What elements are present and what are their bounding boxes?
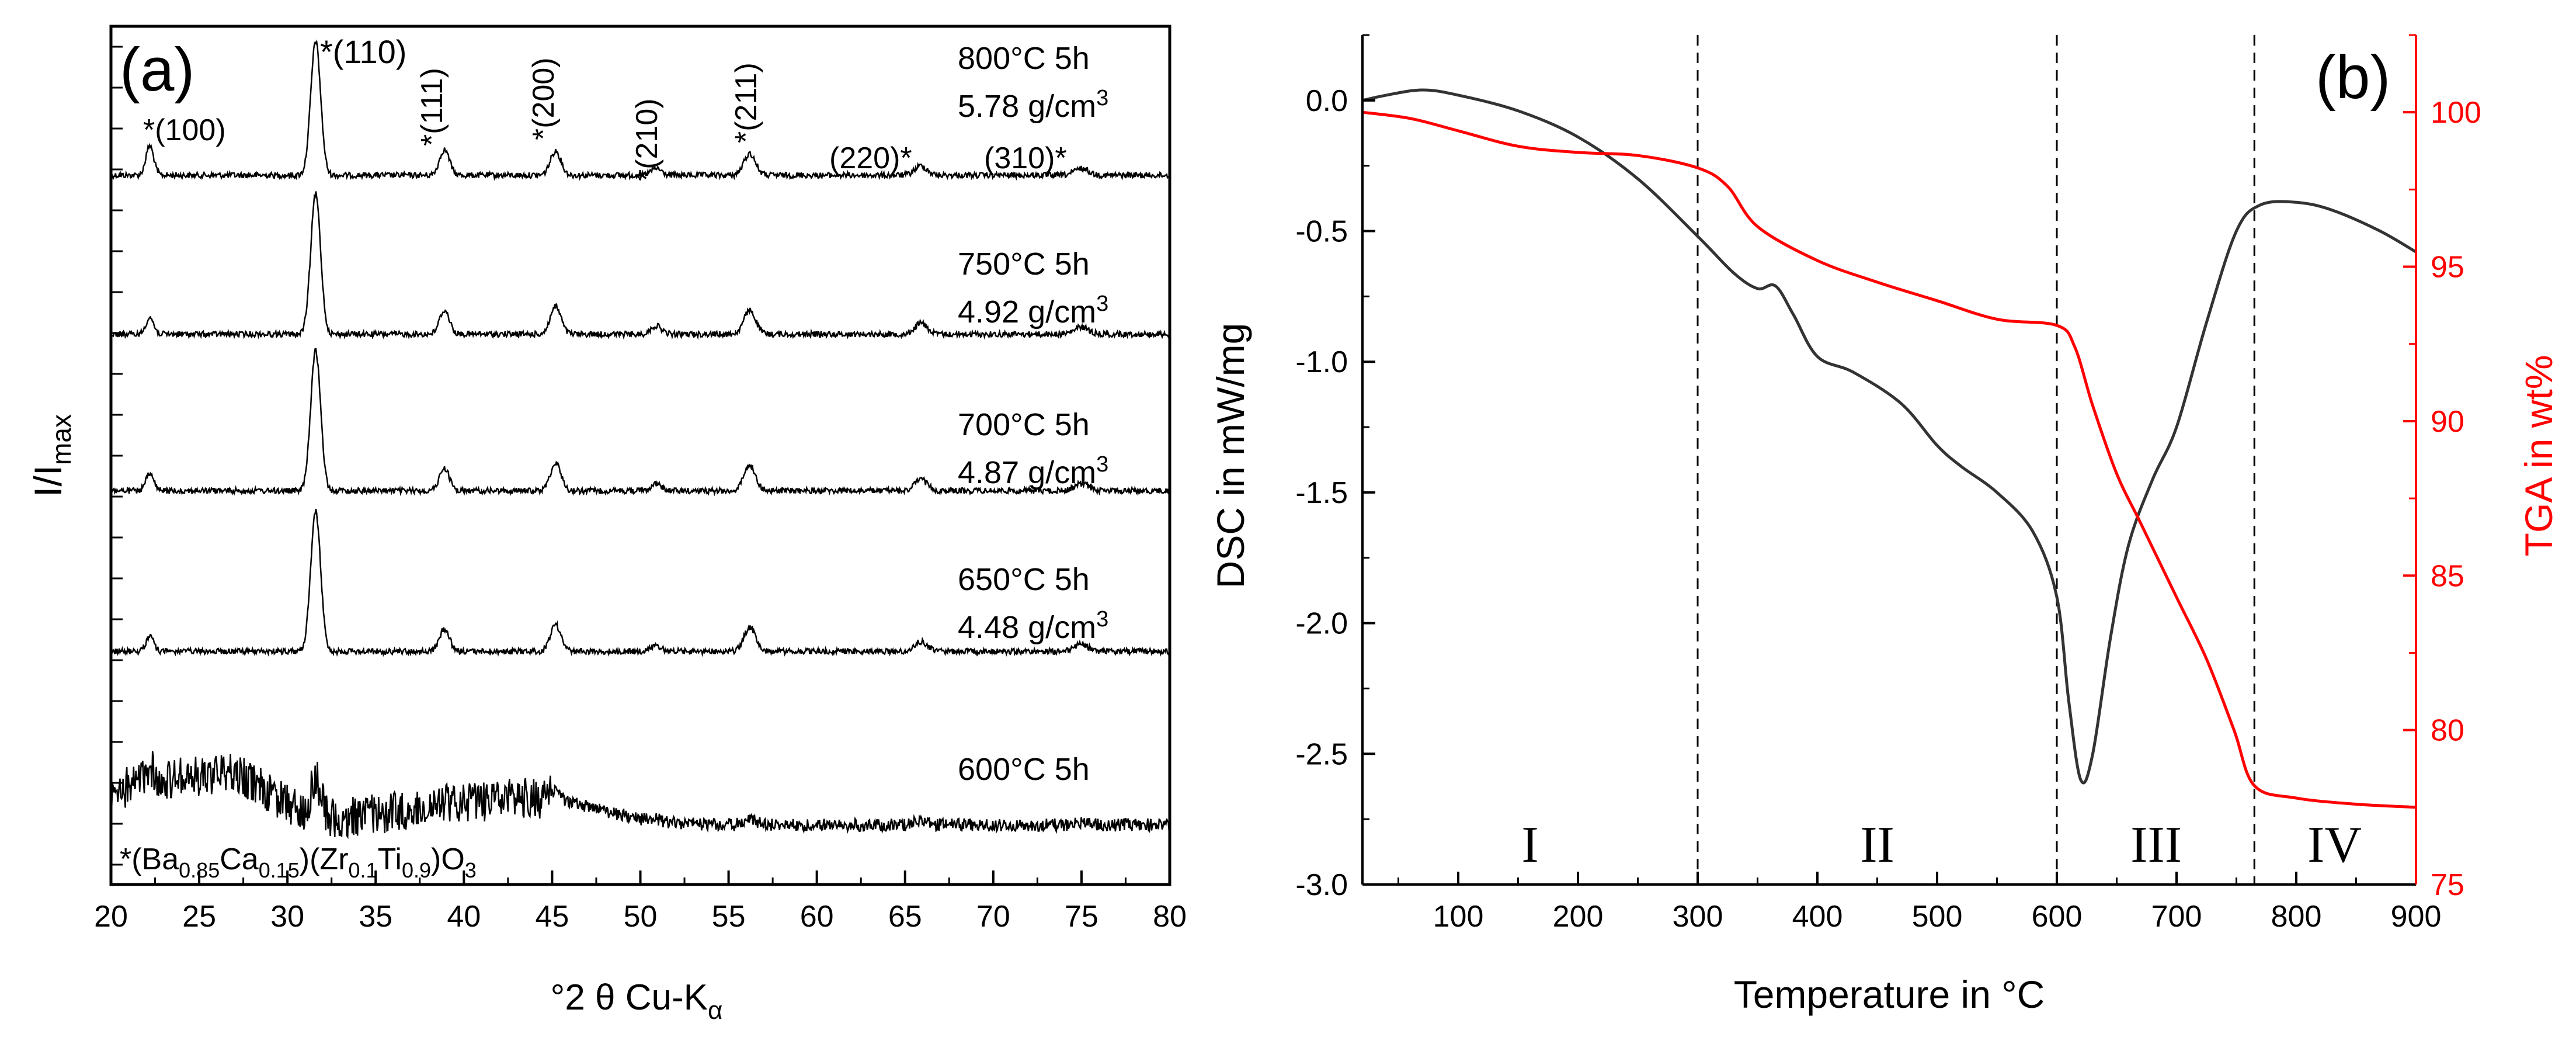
temperature-tick-label: 100: [1433, 900, 1484, 934]
dsc-tick-label: -1.5: [1295, 476, 1348, 510]
region-label: IV: [2307, 817, 2362, 873]
dsc-tick-label: -3.0: [1295, 868, 1348, 902]
xrd-series-label: 750°C 5h: [958, 247, 1090, 282]
dsc-tick-label: -2.0: [1295, 607, 1348, 641]
dsc-tick-label: 0.0: [1306, 84, 1348, 118]
region-labels: I II III IV: [1521, 817, 2362, 873]
dsc-tick-label: -1.0: [1295, 345, 1348, 379]
xrd-x-tick-label: 70: [976, 900, 1010, 934]
xrd-peak-label: *(110): [320, 33, 406, 70]
xrd-x-tick-label: 20: [94, 900, 128, 934]
tga-tick-label: 100: [2431, 96, 2481, 130]
dsc-curve: [1362, 88, 2417, 785]
xrd-x-tick-label: 65: [888, 900, 922, 934]
xrd-plot-frame: [109, 25, 1171, 886]
temperature-tick-label: 600: [2032, 900, 2083, 934]
xrd-peak-label: (310)*: [984, 141, 1067, 175]
xrd-x-axis-title: °2 θ Cu-Kα: [551, 977, 723, 1025]
temperature-tick-label: 200: [1553, 900, 1604, 934]
xrd-density-label: 4.87 g/cm3: [958, 452, 1108, 490]
dsc-axis-title: DSC in mW/mg: [1209, 323, 1252, 589]
temperature-tick-label: 800: [2271, 900, 2322, 934]
temperature-tick-label: 500: [1912, 900, 1963, 934]
region-boundaries: [1697, 35, 2255, 885]
xrd-peak-label: (220)*: [829, 141, 912, 175]
xrd-x-tick-label: 45: [535, 900, 569, 934]
xrd-x-tick-label: 25: [182, 900, 216, 934]
xrd-x-tick-label: 80: [1153, 900, 1187, 934]
xrd-peak-label: *(210): [630, 98, 664, 181]
xrd-panel-label: (a): [120, 36, 194, 104]
xrd-axis-ticks: 20 25 30 35 40 45 50 55 60 65 70 75 80: [94, 46, 1187, 934]
thermal-panel-label: (b): [2316, 43, 2390, 112]
xrd-x-tick-label: 75: [1065, 900, 1098, 934]
xrd-series-label: 800°C 5h: [958, 41, 1090, 76]
panel-a: *(100) *(110) *(111) *(200) *(210) *(211) (220…: [26, 25, 1187, 1025]
xrd-peak-label: *(200): [527, 57, 561, 140]
tga-tick-label: 85: [2431, 559, 2464, 593]
xrd-x-tick-label: 60: [800, 900, 834, 934]
xrd-x-tick-label: 50: [624, 900, 658, 934]
temperature-tick-label: 900: [2391, 900, 2442, 934]
region-label: I: [1521, 817, 1538, 873]
xrd-peak-label: *(100): [143, 113, 226, 147]
thermal-x-axis-title: Temperature in °C: [1734, 973, 2045, 1016]
xrd-peak-labels: *(100) *(110) *(111) *(200) *(210) *(211) (220…: [143, 33, 1067, 181]
region-label: III: [2130, 817, 2182, 873]
xrd-pattern-line: [110, 39, 1170, 181]
xrd-x-tick-label: 30: [270, 900, 304, 934]
xrd-x-tick-label: 55: [712, 900, 746, 934]
xrd-peak-label: *(111): [415, 68, 449, 146]
xrd-density-label: 5.78 g/cm3: [958, 86, 1108, 124]
xrd-density-label: 4.48 g/cm3: [958, 607, 1108, 645]
tga-tick-label: 95: [2431, 251, 2464, 285]
tga-curve: [1362, 110, 2417, 809]
tga-axis-title: TGA in wt%: [2517, 355, 2560, 557]
tga-tick-label: 80: [2431, 714, 2464, 748]
xrd-footnote: *(Ba0.85Ca0.15)(Zr0.1Ti0.9)O3: [120, 842, 477, 882]
xrd-traces: [110, 39, 1171, 840]
xrd-pattern-line: [110, 751, 1171, 840]
xrd-peak-label: *(211): [729, 63, 763, 143]
xrd-pattern-line: [110, 508, 1170, 657]
xrd-series-labels: 800°C 5h 5.78 g/cm3 750°C 5h 4.92 g/cm3 700°…: [958, 41, 1108, 787]
xrd-series-label: 650°C 5h: [958, 562, 1090, 597]
region-label: II: [1860, 817, 1894, 873]
temperature-tick-label: 300: [1673, 900, 1723, 934]
xrd-y-axis-title: I/Imax: [26, 414, 77, 497]
dsc-tick-label: -2.5: [1295, 737, 1348, 771]
xrd-series-label: 600°C 5h: [958, 752, 1090, 787]
thermal-axis-ticks: 100 200 300 400 500 600 700 800 900 0.0 -0.5 -1.0 -1…: [1295, 34, 2481, 934]
dsc-tick-label: -0.5: [1295, 215, 1348, 249]
tga-tick-label: 90: [2431, 405, 2464, 439]
xrd-x-tick-label: 35: [359, 900, 392, 934]
temperature-tick-label: 400: [1792, 900, 1843, 934]
xrd-series-label: 700°C 5h: [958, 407, 1090, 442]
temperature-tick-label: 700: [2151, 900, 2202, 934]
xrd-pattern-line: [110, 191, 1170, 340]
panel-b: I II III IV 100 200 300 400 500 600 700 800 9000.0-…: [1209, 34, 2560, 1016]
xrd-density-label: 4.92 g/cm3: [958, 292, 1108, 329]
xrd-x-tick-label: 40: [447, 900, 481, 934]
xrd-pattern-line: [110, 348, 1171, 497]
tga-tick-label: 75: [2431, 868, 2464, 902]
